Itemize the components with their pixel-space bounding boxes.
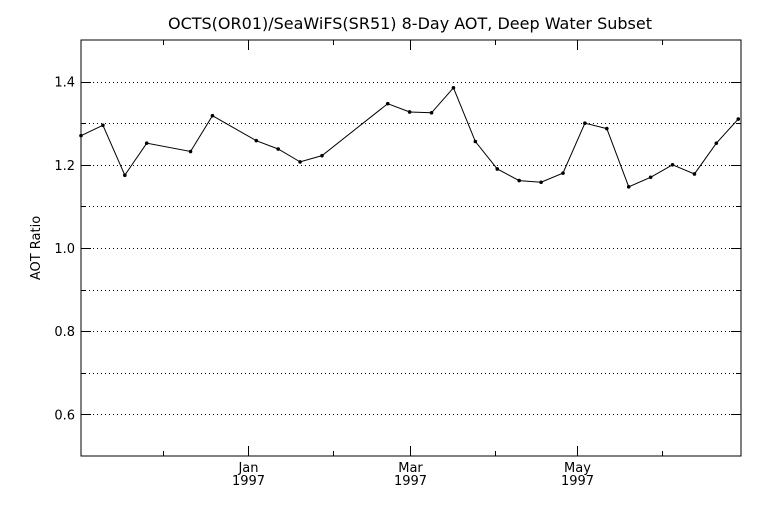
- data-point: [626, 185, 631, 189]
- data-point: [714, 141, 719, 145]
- series-line: [80, 86, 739, 188]
- data-point: [407, 110, 412, 114]
- x-tick-label-year: 1997: [561, 474, 594, 489]
- data-point: [648, 175, 653, 180]
- data-point: [101, 123, 105, 128]
- x-tick-label-month: Jan: [237, 461, 258, 476]
- data-point: [495, 167, 500, 171]
- data-point: [692, 172, 697, 176]
- data-point: [670, 163, 675, 167]
- data-point: [188, 149, 193, 154]
- data-point: [429, 111, 434, 115]
- x-tick-label-year: 1997: [394, 474, 427, 489]
- data-point: [385, 101, 390, 106]
- data-point: [473, 139, 478, 144]
- y-tick-label: 1.4: [54, 76, 75, 91]
- data-point: [583, 121, 587, 125]
- y-axis-label: AOT Ratio: [29, 216, 44, 280]
- plot-frame: [80, 39, 742, 457]
- data-point: [517, 178, 521, 183]
- y-tick-label: 1.0: [54, 242, 75, 257]
- series-layer: [79, 86, 741, 189]
- y-tick-label: 1.2: [54, 159, 75, 174]
- data-point: [123, 173, 127, 177]
- data-point: [298, 160, 302, 164]
- data-point: [451, 86, 456, 90]
- x-tick-label-year: 1997: [232, 474, 265, 489]
- grid-layer: [81, 82, 741, 415]
- data-point: [320, 153, 324, 158]
- data-point: [605, 126, 609, 131]
- data-point: [210, 113, 215, 118]
- data-point: [736, 117, 741, 121]
- chart-title: OCTS(OR01)/SeaWiFS(SR51) 8-Day AOT, Deep…: [168, 14, 652, 33]
- y-tick-label: 0.8: [54, 325, 75, 340]
- x-tick-label-month: May: [564, 461, 591, 476]
- data-point: [254, 138, 259, 143]
- x-tick-label-month: Mar: [398, 461, 423, 476]
- y-tick-label: 0.6: [54, 408, 75, 423]
- data-point: [144, 141, 149, 145]
- data-point: [561, 171, 565, 175]
- data-point: [276, 147, 280, 151]
- data-point: [539, 180, 543, 185]
